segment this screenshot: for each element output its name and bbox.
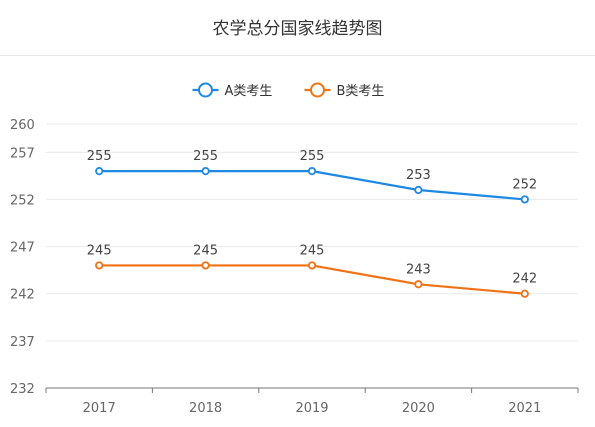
data-point bbox=[201, 261, 210, 270]
legend-marker bbox=[198, 82, 213, 98]
legend-marker bbox=[310, 82, 325, 98]
title-divider bbox=[0, 55, 595, 56]
y-tick-label: 247 bbox=[10, 241, 35, 256]
x-tick-label: 2021 bbox=[508, 401, 541, 416]
legend-label: A类考生 bbox=[225, 84, 273, 99]
data-label: 243 bbox=[406, 262, 431, 277]
data-point bbox=[414, 280, 423, 289]
series-line-1 bbox=[99, 170, 525, 201]
y-tick-label: 237 bbox=[10, 335, 35, 350]
legend-label: B类考生 bbox=[337, 84, 385, 99]
data-point bbox=[95, 261, 104, 270]
y-tick-label: 232 bbox=[10, 382, 35, 397]
y-tick-label: 242 bbox=[10, 288, 35, 303]
data-point bbox=[201, 167, 210, 176]
data-point bbox=[520, 195, 529, 204]
data-point bbox=[414, 185, 423, 195]
y-tick-label: 257 bbox=[10, 146, 35, 161]
x-tick-label: 2019 bbox=[295, 401, 328, 416]
x-tick-label: 2018 bbox=[189, 401, 222, 416]
data-point bbox=[307, 167, 317, 176]
y-tick-label: 252 bbox=[10, 193, 35, 208]
x-tick-label: 2017 bbox=[83, 401, 116, 416]
data-point bbox=[307, 261, 317, 270]
data-label: 245 bbox=[87, 243, 112, 258]
data-label: 255 bbox=[193, 149, 218, 164]
data-label: 245 bbox=[193, 243, 218, 258]
data-label: 242 bbox=[512, 272, 537, 287]
data-label: 252 bbox=[512, 177, 537, 192]
data-point bbox=[520, 289, 529, 298]
x-tick-label: 2020 bbox=[402, 401, 435, 416]
data-point bbox=[95, 167, 104, 176]
data-label: 255 bbox=[300, 149, 325, 164]
data-label: 245 bbox=[300, 243, 325, 258]
y-tick-label: 260 bbox=[10, 118, 35, 133]
data-label: 255 bbox=[87, 149, 112, 164]
series-line-2 bbox=[99, 264, 525, 295]
data-label: 253 bbox=[406, 168, 431, 183]
chart-title: 农学总分国家线趋势图 bbox=[212, 19, 383, 39]
